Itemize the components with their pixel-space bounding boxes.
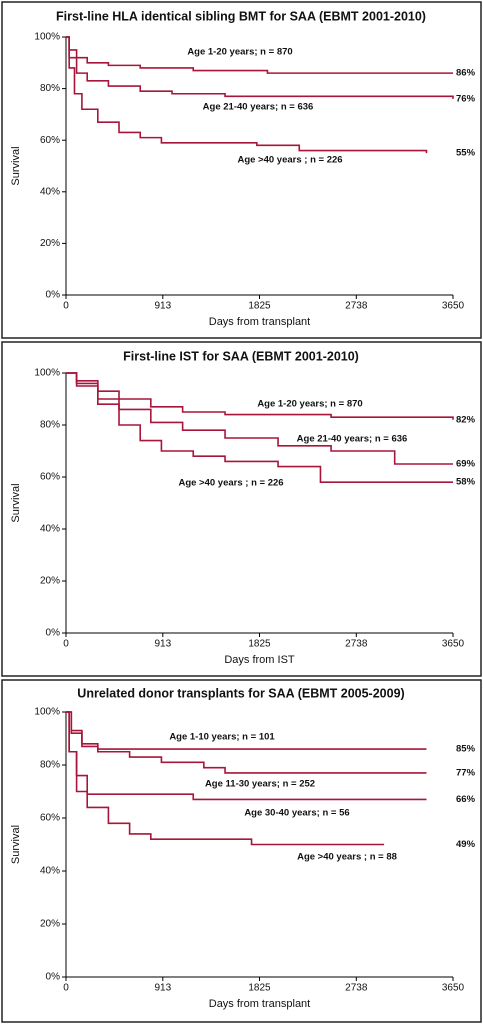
end-label: 82%	[456, 414, 476, 425]
survival-curve	[66, 36, 453, 74]
y-axis-label: Survival	[10, 825, 22, 864]
x-axis-label: Days from IST	[224, 654, 295, 666]
panel: Unrelated donor transplants for SAA (EBM…	[1, 679, 482, 1023]
x-tick-label: 3650	[442, 983, 465, 994]
x-tick-label: 2738	[345, 639, 368, 650]
series-label: Age >40 years ; n = 226	[237, 155, 342, 166]
y-tick-label: 100%	[34, 368, 60, 379]
survival-curve	[66, 372, 453, 483]
series-label: Age 1-20 years; n = 870	[187, 47, 292, 58]
y-tick-label: 80%	[40, 760, 60, 771]
series-label: Age >40 years ; n = 88	[297, 852, 397, 863]
panel-border	[1, 679, 482, 1023]
survival-curve	[66, 372, 453, 465]
survival-curve	[66, 36, 428, 154]
end-label: 77%	[456, 767, 476, 778]
y-tick-label: 20%	[40, 238, 60, 249]
panel-border	[1, 1, 482, 339]
y-tick-label: 20%	[40, 919, 60, 930]
x-axis-label: Days from transplant	[209, 316, 310, 328]
x-tick-label: 2738	[345, 301, 368, 312]
series-label: Age 11-30 years; n = 252	[205, 779, 315, 790]
x-tick-label: 913	[154, 983, 171, 994]
y-tick-label: 60%	[40, 813, 60, 824]
y-tick-label: 60%	[40, 135, 60, 146]
survival-curve	[66, 711, 427, 774]
chart-title: First-line HLA identical sibling BMT for…	[56, 9, 426, 23]
x-tick-label: 0	[63, 301, 69, 312]
series-label: Age 30-40 years; n = 56	[244, 808, 349, 819]
y-tick-label: 40%	[40, 186, 60, 197]
y-tick-label: 40%	[40, 524, 60, 535]
series-label: Age 1-10 years; n = 101	[169, 732, 275, 743]
series-label: Age 1-20 years; n = 870	[257, 399, 362, 410]
end-label: 66%	[456, 794, 476, 805]
x-tick-label: 0	[63, 983, 69, 994]
chart-title: Unrelated donor transplants for SAA (EBM…	[77, 686, 404, 700]
y-tick-label: 0%	[46, 628, 61, 639]
y-tick-label: 80%	[40, 420, 60, 431]
y-tick-label: 0%	[46, 290, 61, 301]
x-tick-label: 1825	[248, 301, 271, 312]
y-tick-label: 60%	[40, 472, 60, 483]
series-label: Age 21-40 years; n = 636	[203, 102, 314, 113]
panel: First-line HLA identical sibling BMT for…	[1, 1, 482, 339]
end-label: 86%	[456, 68, 476, 79]
y-axis-label: Survival	[10, 483, 22, 522]
survival-curve	[66, 372, 454, 420]
x-tick-label: 0	[63, 639, 69, 650]
chart-title: First-line IST for SAA (EBMT 2001-2010)	[123, 349, 359, 363]
y-tick-label: 20%	[40, 576, 60, 587]
x-tick-label: 2738	[345, 983, 368, 994]
x-tick-label: 3650	[442, 639, 465, 650]
y-tick-label: 100%	[34, 707, 60, 718]
series-label: Age >40 years ; n = 226	[178, 478, 283, 489]
end-label: 58%	[456, 477, 476, 488]
y-tick-label: 80%	[40, 83, 60, 94]
end-label: 85%	[456, 744, 476, 755]
panel: First-line IST for SAA (EBMT 2001-2010) 0…	[1, 341, 482, 677]
x-axis-label: Days from transplant	[209, 998, 310, 1010]
end-label: 69%	[456, 459, 476, 470]
y-tick-label: 0%	[46, 972, 61, 983]
survival-curve	[66, 711, 385, 846]
panel-border	[1, 341, 482, 677]
y-tick-label: 40%	[40, 866, 60, 877]
x-tick-label: 913	[154, 639, 171, 650]
end-label: 55%	[456, 148, 476, 159]
survival-curve	[66, 36, 454, 99]
y-tick-label: 100%	[34, 32, 60, 43]
x-tick-label: 1825	[248, 639, 271, 650]
end-label: 76%	[456, 93, 476, 104]
series-label: Age 21-40 years; n = 636	[297, 434, 408, 445]
end-label: 49%	[456, 839, 476, 850]
x-tick-label: 913	[154, 301, 171, 312]
x-tick-label: 1825	[248, 983, 271, 994]
x-tick-label: 3650	[442, 301, 465, 312]
y-axis-label: Survival	[10, 146, 22, 185]
